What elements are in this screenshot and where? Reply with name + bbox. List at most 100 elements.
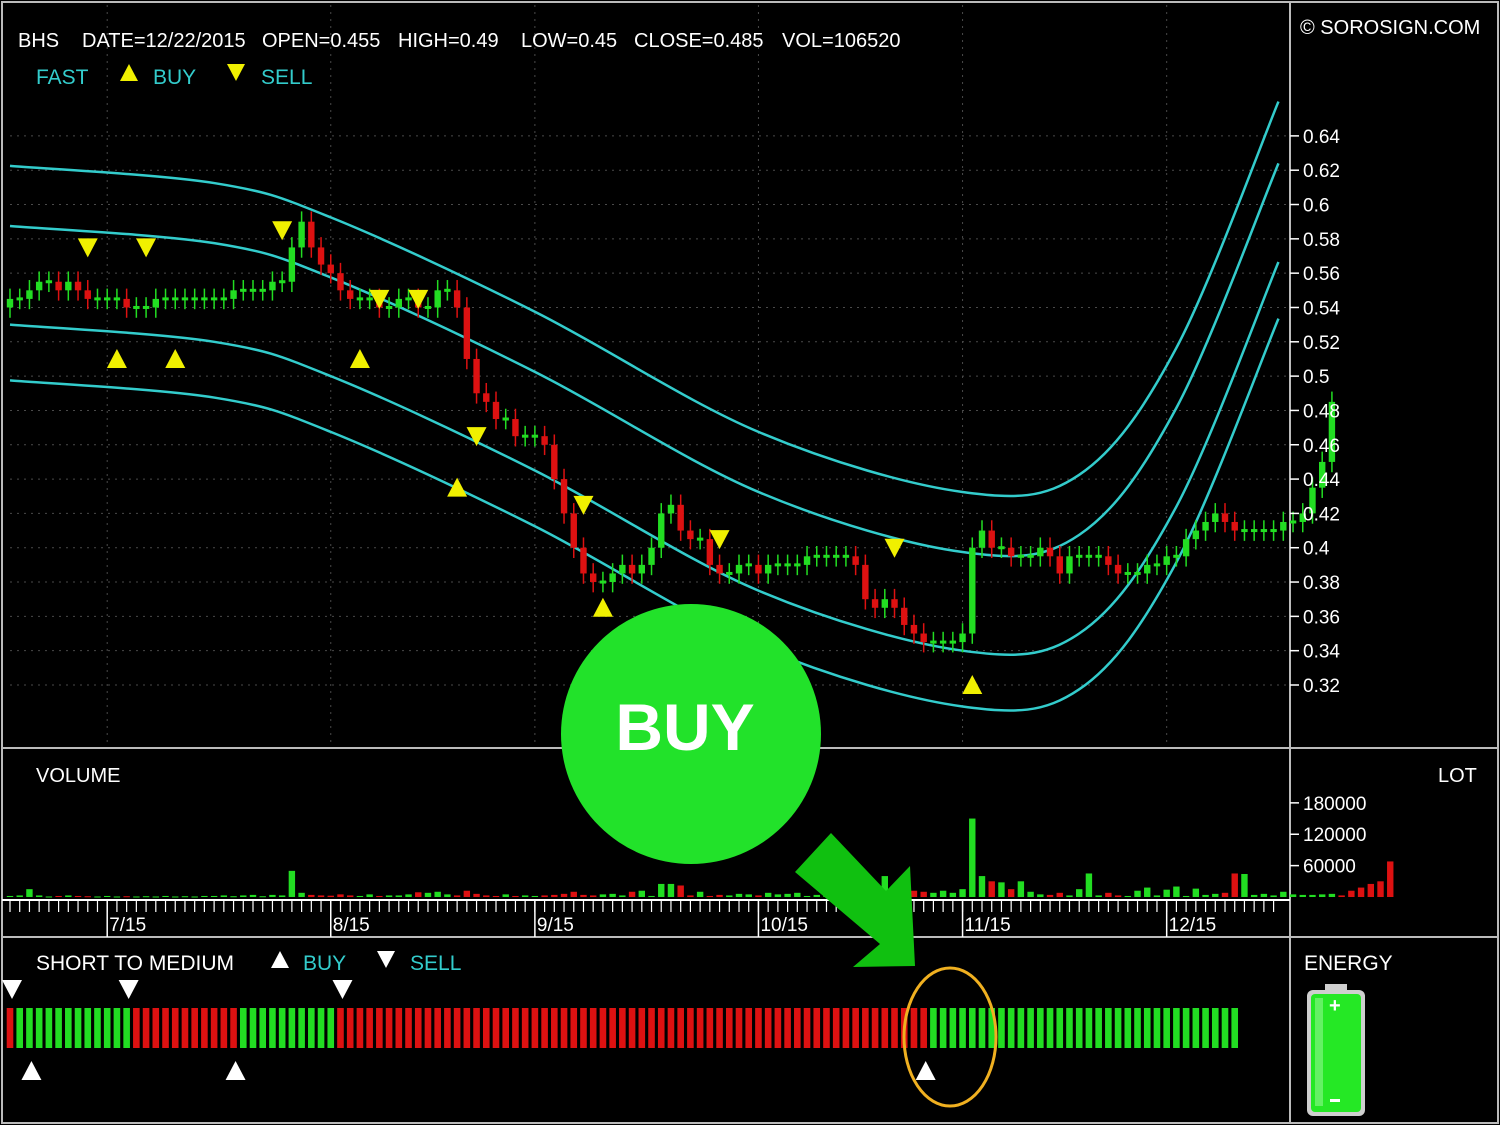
signal-bar <box>45 1008 53 1048</box>
candle-body <box>1134 571 1141 575</box>
candle-body <box>434 290 441 308</box>
volume-bar <box>1192 888 1200 897</box>
buy-signal-marker <box>349 348 370 368</box>
volume-bar <box>376 895 383 897</box>
volume-bar <box>745 894 752 897</box>
candle-body <box>648 547 655 565</box>
volume-bar <box>395 895 402 897</box>
signal-bar <box>735 1008 743 1048</box>
volume-bar <box>172 896 179 898</box>
volume-bar <box>1076 889 1083 897</box>
signal-bar <box>1105 1008 1112 1048</box>
signal-bar <box>1124 1008 1132 1048</box>
signal-bar <box>764 1008 772 1048</box>
price-grid <box>10 5 1290 745</box>
candle-body <box>1182 539 1190 557</box>
energy-title: ENERGY <box>1304 952 1393 975</box>
candle-body <box>317 247 325 265</box>
volume-bar <box>774 894 782 897</box>
candle-body <box>123 298 130 308</box>
signal-bar <box>249 1008 257 1048</box>
candle-body <box>764 564 772 574</box>
signal-bar <box>813 1008 821 1048</box>
candle-body <box>1192 530 1200 540</box>
signal-buy-mark <box>225 1061 246 1080</box>
price-tick-label: 0.6 <box>1303 196 1329 217</box>
signal-bar <box>823 1008 830 1048</box>
signal-bar <box>395 1008 403 1048</box>
signal-bar <box>269 1008 276 1048</box>
buy-arrow <box>795 833 915 967</box>
volume-bar <box>959 889 966 897</box>
price-tick-label: 0.36 <box>1303 607 1340 628</box>
signal-bar <box>278 1008 286 1048</box>
signal-bar <box>1231 1008 1239 1048</box>
signal-bar <box>482 1008 490 1048</box>
signal-bar <box>1211 1008 1219 1048</box>
volume-bar <box>648 895 655 897</box>
volume-bar <box>1387 861 1394 897</box>
volume-bar <box>813 894 820 897</box>
signal-bar <box>920 1008 927 1048</box>
volume-bar <box>1027 891 1034 897</box>
signal-bar <box>910 1008 918 1048</box>
candle-body <box>444 288 451 292</box>
volume-title: VOLUME <box>36 765 120 787</box>
candle-body <box>1280 521 1287 531</box>
volume-bar <box>84 896 91 898</box>
volume-bar <box>230 896 237 898</box>
volume-bar <box>735 893 743 897</box>
candle-body <box>1056 556 1063 574</box>
candle-body <box>1241 529 1248 533</box>
candle-body <box>1202 521 1209 531</box>
signal-buy-mark <box>21 1061 42 1080</box>
volume-bar <box>162 895 169 897</box>
buy-signal-marker <box>106 348 127 368</box>
signal-legend-sell-icon <box>377 951 395 968</box>
signal-bar <box>1066 1008 1073 1048</box>
signal-bar <box>405 1008 412 1048</box>
signal-bar <box>1007 1008 1015 1048</box>
volume-bar <box>764 892 772 897</box>
volume-bar <box>628 891 636 897</box>
legend-buy: BUY <box>153 66 196 89</box>
volume-bar <box>696 891 704 897</box>
candle-body <box>920 633 927 643</box>
sell-signal-marker <box>709 530 730 550</box>
volume-bar <box>706 895 714 897</box>
volume-bar <box>473 893 480 897</box>
candle-body <box>1221 513 1229 522</box>
signal-bar <box>628 1008 636 1048</box>
candle-body <box>74 281 82 291</box>
signal-bar <box>308 1008 315 1048</box>
volume-bar <box>492 895 500 897</box>
signal-bar <box>648 1008 655 1048</box>
volume-bar <box>152 896 159 898</box>
signal-bar <box>881 1008 889 1048</box>
date-tick-label: 11/15 <box>965 915 1011 936</box>
candle-body <box>1046 547 1054 557</box>
volume-bar <box>240 895 247 897</box>
signal-bar <box>434 1008 441 1048</box>
candle-body <box>483 393 490 402</box>
signal-legend: SHORT TO MEDIUM BUY SELL <box>36 951 461 975</box>
signal-bar <box>871 1008 879 1048</box>
volume-tick-label: 120000 <box>1303 825 1366 846</box>
signal-bar <box>171 1008 179 1048</box>
volume-bar <box>1066 895 1073 897</box>
volume-bar <box>1309 894 1316 897</box>
signal-bar <box>1182 1008 1190 1048</box>
signal-bar <box>560 1008 568 1048</box>
signal-bar <box>930 1008 937 1048</box>
candle-body <box>269 281 276 291</box>
signal-bar <box>774 1008 782 1048</box>
signal-bar <box>327 1008 335 1048</box>
signal-bar <box>317 1008 325 1048</box>
volume-bar <box>181 896 189 898</box>
volume-bar <box>677 885 684 897</box>
candle-body <box>395 298 402 308</box>
channel-line-upper-inner <box>9 162 1280 558</box>
volume-bar <box>1153 895 1161 897</box>
signal-bar <box>1046 1008 1054 1048</box>
